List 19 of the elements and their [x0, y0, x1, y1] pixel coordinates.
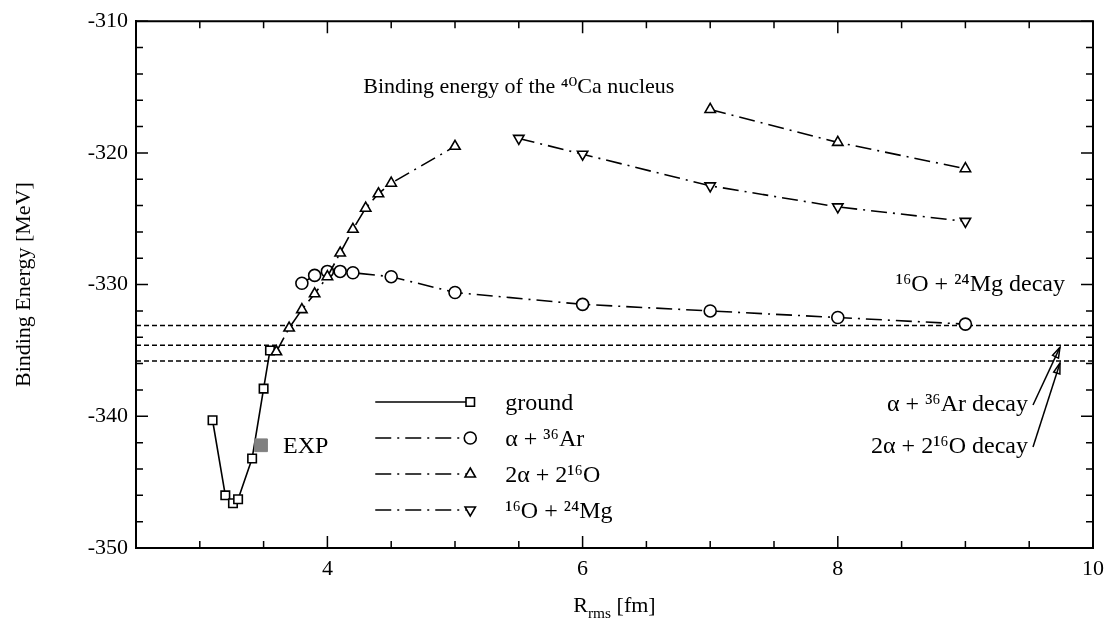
- text: Binding energy of the ⁴⁰Ca nucleus: [363, 73, 675, 99]
- y-tick-label: -350: [87, 533, 128, 559]
- legend-label: α + ³⁶Ar: [505, 425, 585, 451]
- y-tick-label: -320: [87, 138, 128, 164]
- y-axis-title: Binding Energy [MeV]: [10, 182, 35, 388]
- y-tick-label: -330: [87, 270, 128, 296]
- x-tick-label: 6: [577, 554, 589, 580]
- ref-line-label: α + ³⁶Ar decay: [887, 389, 1028, 416]
- x-tick-label: 4: [321, 554, 333, 580]
- x-tick-label: 8: [832, 554, 844, 580]
- legend-label: 2α + 2¹⁶O: [505, 461, 601, 487]
- ref-line-label: ¹⁶O + ²⁴Mg decay: [895, 270, 1066, 297]
- x-tick-label: 10: [1082, 554, 1104, 580]
- ref-line-label: 2α + 2¹⁶O decay: [871, 431, 1029, 458]
- y-tick-label: -310: [87, 6, 128, 32]
- y-tick-label: -340: [87, 402, 128, 428]
- series-label: EXP: [283, 432, 329, 459]
- legend-label: ¹⁶O + ²⁴Mg: [505, 497, 613, 523]
- legend-label: ground: [505, 389, 574, 415]
